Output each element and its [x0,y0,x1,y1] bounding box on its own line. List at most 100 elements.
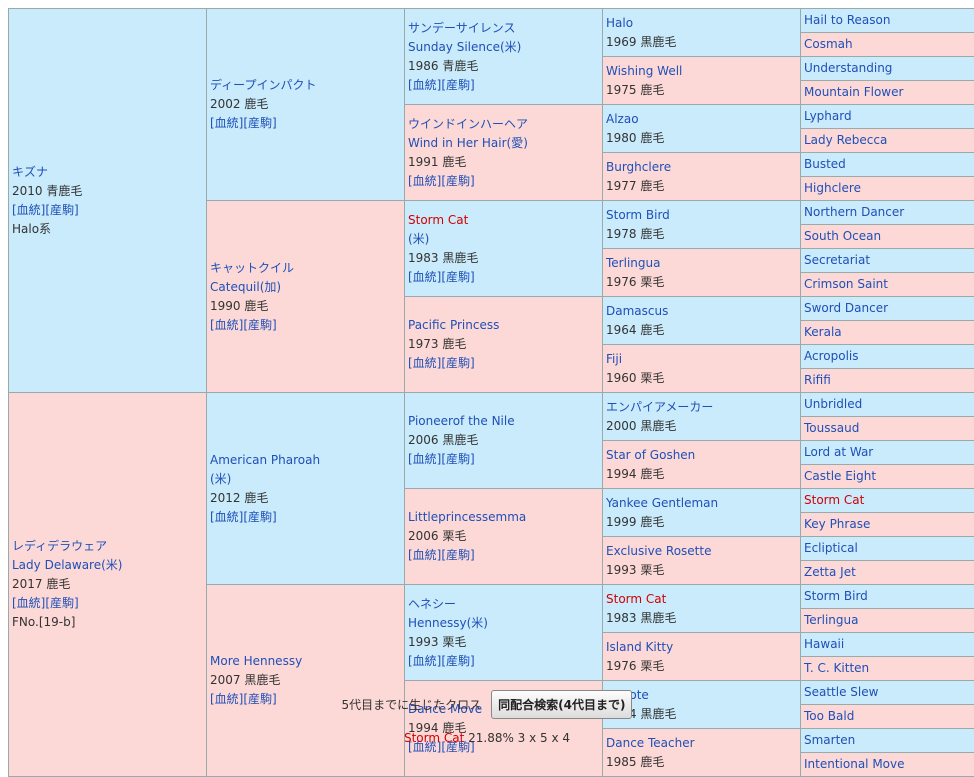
horse-link[interactable]: Hennessy(米) [408,614,599,633]
horse-link[interactable]: [血統][産駒] [12,594,203,613]
horse-link[interactable]: More Hennessy [210,652,401,671]
cross-horse-link[interactable]: Storm Cat [404,731,464,745]
gen5-ancestor-cell: Storm Cat [801,489,974,513]
horse-link[interactable]: キズナ [12,163,203,182]
horse-link[interactable]: Lyphard [804,107,974,126]
horse-link[interactable]: Northern Dancer [804,203,974,222]
horse-link[interactable]: Storm Cat [606,590,797,609]
horse-link[interactable]: [血統][産駒] [408,172,599,191]
same-mating-search-button[interactable]: 同配合検索(4代目まで) [491,690,632,719]
horse-link[interactable]: Storm Bird [606,206,797,225]
horse-link[interactable]: Catequil(加) [210,278,401,297]
horse-link[interactable]: ヘネシー [408,595,599,614]
horse-link[interactable]: Unbridled [804,395,974,414]
horse-link[interactable]: Kerala [804,323,974,342]
horse-link[interactable]: [血統][産駒] [408,354,599,373]
horse-link[interactable]: ディープインパクト [210,76,401,95]
gen5-ancestor-cell: South Ocean [801,225,974,249]
horse-link[interactable]: [血統][産駒] [408,76,599,95]
gen5-ancestor-cell: Secretariat [801,249,974,273]
horse-link[interactable]: (米) [408,230,599,249]
gen5-ancestor-cell: Intentional Move [801,753,974,777]
gen5-ancestor-cell: Ecliptical [801,537,974,561]
horse-link[interactable]: [血統][産駒] [12,201,203,220]
horse-link[interactable]: Highclere [804,179,974,198]
horse-link[interactable]: American Pharoah [210,451,401,470]
horse-link[interactable]: Acropolis [804,347,974,366]
horse-link[interactable]: Key Phrase [804,515,974,534]
horse-link[interactable]: Storm Cat [804,491,974,510]
horse-link[interactable]: Understanding [804,59,974,78]
gen5-ancestor-cell: Kerala [801,321,974,345]
horse-link[interactable]: エンパイアメーカー [606,398,797,417]
horse-link[interactable]: Yankee Gentleman [606,494,797,513]
horse-link[interactable]: Lady Rebecca [804,131,974,150]
horse-link[interactable]: Intentional Move [804,755,974,774]
horse-link[interactable]: Ecliptical [804,539,974,558]
horse-link[interactable]: Island Kitty [606,638,797,657]
horse-link[interactable]: Exclusive Rosette [606,542,797,561]
horse-link[interactable]: [血統][産駒] [210,114,401,133]
horse-link[interactable]: Fiji [606,350,797,369]
horse-link[interactable]: Hawaii [804,635,974,654]
gen5-ancestor-cell: Hawaii [801,633,974,657]
gen5-ancestor-cell: Acropolis [801,345,974,369]
gen5-ancestor-cell: Mountain Flower [801,81,974,105]
horse-link[interactable]: (米) [210,470,401,489]
horse-link[interactable]: Burghclere [606,158,797,177]
horse-link[interactable]: Sunday Silence(米) [408,38,599,57]
horse-link[interactable]: Halo [606,14,797,33]
cross-detail: 21.88% 3 x 5 x 4 [468,731,570,745]
horse-link[interactable]: Alzao [606,110,797,129]
horse-link[interactable]: Sword Dancer [804,299,974,318]
horse-link[interactable]: Littleprincessemma [408,508,599,527]
horse-link[interactable]: サンデーサイレンス [408,19,599,38]
horse-link[interactable]: [血統][産駒] [210,508,401,527]
horse-link[interactable]: Wishing Well [606,62,797,81]
horse-link[interactable]: [血統][産駒] [408,268,599,287]
horse-link[interactable]: T. C. Kitten [804,659,974,678]
horse-link[interactable]: [血統][産駒] [408,652,599,671]
horse-link[interactable]: Castle Eight [804,467,974,486]
horse-detail: 1969 黒鹿毛 [606,33,797,52]
horse-link[interactable]: レディデラウェア [12,537,203,556]
horse-link[interactable]: Storm Cat [408,211,599,230]
horse-link[interactable]: Crimson Saint [804,275,974,294]
horse-link[interactable]: Terlingua [606,254,797,273]
horse-detail: 2006 栗毛 [408,527,599,546]
horse-link[interactable]: Damascus [606,302,797,321]
horse-detail: 2012 鹿毛 [210,489,401,508]
horse-link[interactable]: [血統][産駒] [408,546,599,565]
horse-link[interactable]: Zetta Jet [804,563,974,582]
horse-link[interactable]: Wind in Her Hair(愛) [408,134,599,153]
horse-link[interactable]: Pacific Princess [408,316,599,335]
horse-link[interactable]: Cosmah [804,35,974,54]
horse-link[interactable]: [血統][産駒] [408,450,599,469]
horse-link[interactable]: ウインドインハーヘア [408,115,599,134]
horse-link[interactable]: South Ocean [804,227,974,246]
horse-link[interactable]: Secretariat [804,251,974,270]
horse-link[interactable]: Toussaud [804,419,974,438]
gen5-ancestor-cell: Terlingua [801,609,974,633]
horse-link[interactable]: [血統][産駒] [210,316,401,335]
gen5-ancestor-cell: Busted [801,153,974,177]
horse-link[interactable]: キャットクイル [210,259,401,278]
horse-link[interactable]: Rififi [804,371,974,390]
horse-link[interactable]: Star of Goshen [606,446,797,465]
horse-link[interactable]: Hail to Reason [804,11,974,30]
horse-link[interactable]: Storm Bird [804,587,974,606]
horse-link[interactable]: Mountain Flower [804,83,974,102]
horse-link[interactable]: Terlingua [804,611,974,630]
horse-link[interactable]: Busted [804,155,974,174]
horse-link[interactable]: Lady Delaware(米) [12,556,203,575]
horse-link[interactable]: Pioneerof the Nile [408,412,599,431]
horse-link[interactable]: Lord at War [804,443,974,462]
